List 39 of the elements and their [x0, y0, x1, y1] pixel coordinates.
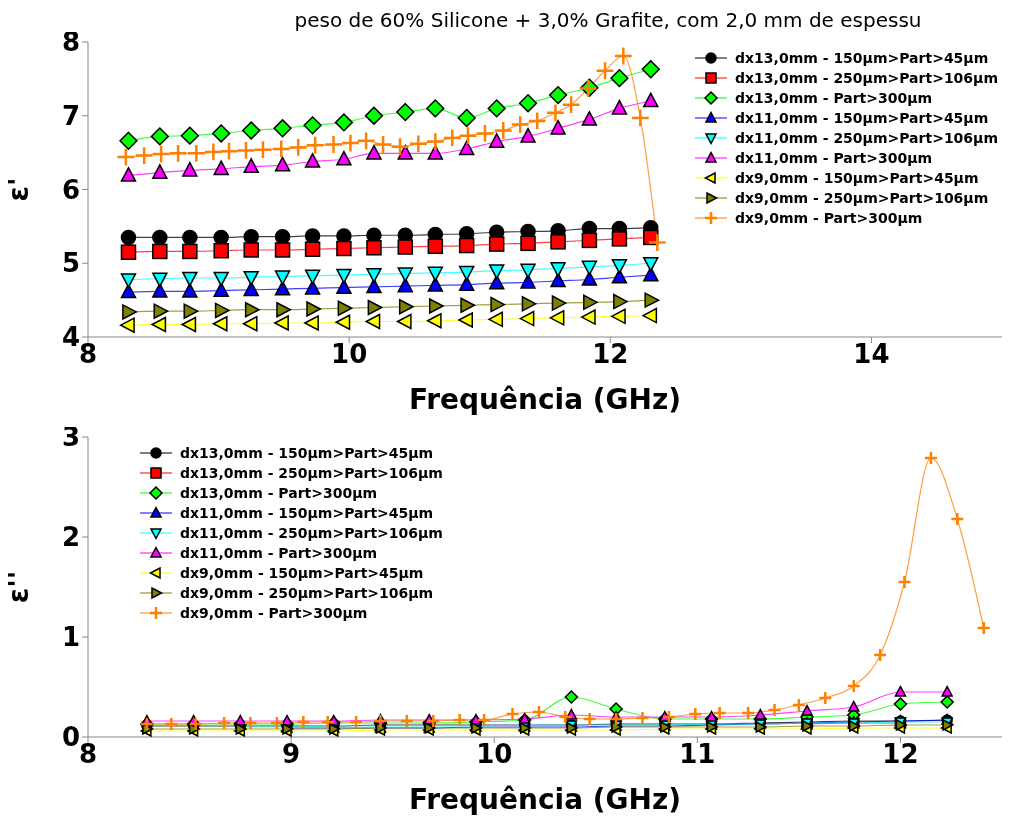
- legend-label: dx13,0mm - 150µm>Part>45µm: [180, 444, 434, 463]
- legend-label: dx9,0mm - Part>300µm: [180, 604, 368, 623]
- x-tick-label: 12: [882, 739, 919, 770]
- legend-label: dx11,0mm - 150µm>Part>45µm: [735, 109, 989, 128]
- y-tick-label: 3: [61, 422, 80, 453]
- y-axis-title: ε': [1, 177, 35, 202]
- legend-label: dx13,0mm - Part>300µm: [180, 484, 378, 503]
- y-tick-label: 1: [61, 622, 80, 653]
- y-tick-label: 8: [61, 27, 80, 58]
- chart-title: peso de 60% Silicone + 3,0% Grafite, com 2,0 mm de espessu: [294, 8, 922, 32]
- x-tick-label: 11: [679, 739, 716, 770]
- x-tick-label: 9: [282, 739, 301, 770]
- legend-label: dx9,0mm - Part>300µm: [735, 209, 923, 228]
- y-axis-title: ε'': [1, 570, 35, 604]
- legend-label: dx9,0mm - 250µm>Part>106µm: [735, 189, 989, 208]
- x-axis-title: Frequência (GHz): [408, 783, 682, 816]
- legend-label: dx11,0mm - 150µm>Part>45µm: [180, 504, 434, 523]
- legend-label: dx13,0mm - Part>300µm: [735, 89, 933, 108]
- legend-label: dx13,0mm - 250µm>Part>106µm: [735, 69, 998, 88]
- legend-label: dx11,0mm - 250µm>Part>106µm: [180, 524, 443, 543]
- legend-label: dx13,0mm - 250µm>Part>106µm: [180, 464, 443, 483]
- legend-label: dx13,0mm - 150µm>Part>45µm: [735, 49, 989, 68]
- y-tick-label: 7: [61, 100, 80, 131]
- x-tick-label: 14: [853, 339, 890, 370]
- legend-label: dx11,0mm - 250µm>Part>106µm: [735, 129, 998, 148]
- y-tick-label: 0: [61, 722, 80, 753]
- legend-label: dx11,0mm - Part>300µm: [735, 149, 933, 168]
- x-axis-title: Frequência (GHz): [408, 383, 682, 416]
- y-tick-label: 4: [61, 322, 80, 353]
- y-tick-label: 5: [61, 248, 80, 279]
- legend-label: dx9,0mm - 150µm>Part>45µm: [180, 564, 424, 583]
- legend-label: dx9,0mm - 250µm>Part>106µm: [180, 584, 434, 603]
- x-tick-label: 10: [476, 739, 513, 770]
- x-tick-label: 10: [331, 339, 368, 370]
- legend-label: dx11,0mm - Part>300µm: [180, 544, 378, 563]
- y-tick-label: 2: [61, 522, 80, 553]
- y-tick-label: 6: [61, 174, 80, 205]
- legend-label: dx9,0mm - 150µm>Part>45µm: [735, 169, 979, 188]
- x-tick-label: 12: [592, 339, 629, 370]
